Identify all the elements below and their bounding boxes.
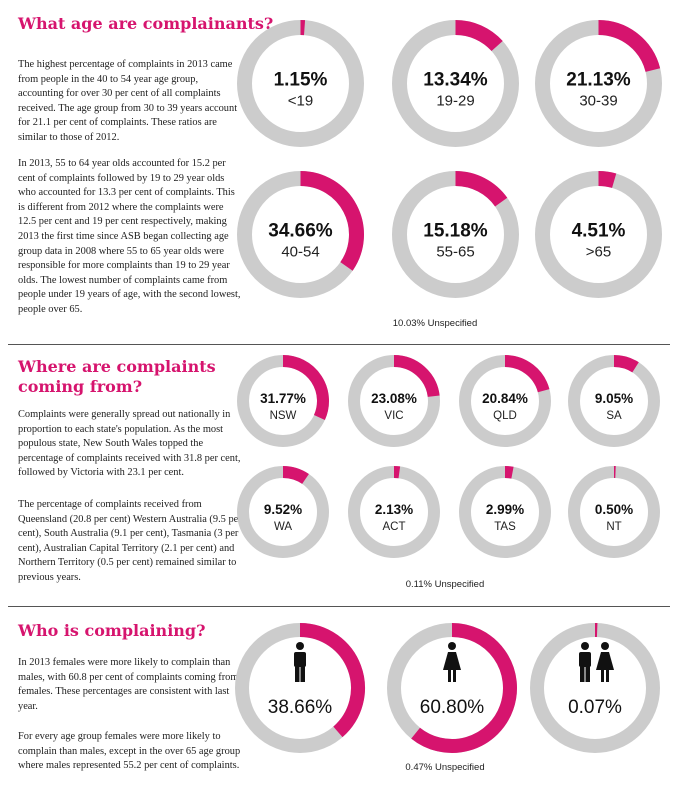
- gender-female-value-label: 60.80%: [420, 697, 485, 718]
- male-icon: [294, 642, 306, 682]
- gender-male-value-label: 38.66%: [268, 697, 333, 718]
- state-qld-category-label: QLD: [493, 410, 517, 422]
- gender-male-donut: 38.66%: [235, 623, 365, 753]
- age-4054-category-label: 40-54: [281, 243, 319, 260]
- gender-male-arc: [299, 623, 365, 738]
- state-section-title: Where are complaints coming from?: [18, 357, 216, 397]
- state-nt-value-label: 0.50%: [595, 502, 633, 517]
- state-nsw-category-label: NSW: [270, 410, 297, 422]
- age-paragraph-1: The highest percentage of complaints in …: [18, 59, 238, 143]
- age-19-category-label: <19: [287, 92, 312, 109]
- state-tas-arc: [504, 466, 514, 479]
- state-wa-donut: 9.52% WA: [237, 466, 329, 558]
- age-section-title: What age are complainants?: [18, 14, 274, 33]
- gender-paragraph-1: In 2013 females were more likely to comp…: [18, 657, 239, 712]
- age-1929-arc: [454, 19, 503, 51]
- section-divider: [8, 344, 670, 345]
- gender-section-title: Who is complaining?: [18, 621, 206, 640]
- state-qld-value-label: 20.84%: [482, 391, 528, 406]
- age-3039-donut: 21.13% 30-39: [534, 19, 662, 147]
- gender-unspecified-note: 0.47% Unspecified: [405, 762, 485, 773]
- couple-icon: [579, 642, 614, 682]
- state-wa-value-label: 9.52%: [264, 502, 302, 517]
- state-nt-category-label: NT: [606, 521, 621, 533]
- state-qld-donut: 20.84% QLD: [459, 355, 551, 447]
- age-4054-donut: 34.66% 40-54: [236, 170, 364, 298]
- state-act-value-label: 2.13%: [375, 502, 413, 517]
- age-65-arc: [597, 170, 616, 188]
- age-4054-arc: [299, 170, 364, 271]
- age-1929-donut: 13.34% 19-29: [391, 19, 519, 147]
- state-sa-donut: 9.05% SA: [568, 355, 660, 447]
- state-paragraph-2: The percentage of complaints received fr…: [18, 499, 242, 583]
- age-1929-value-label: 13.34%: [423, 69, 488, 90]
- gender-male-female-value-label: 0.07%: [568, 697, 622, 718]
- state-nt-donut: 0.50% NT: [568, 466, 660, 558]
- age-5565-arc: [454, 170, 507, 207]
- gender-female-donut: 60.80%: [387, 623, 517, 753]
- state-qld-arc: [504, 355, 550, 393]
- state-wa-arc: [282, 466, 309, 485]
- age-65-value-label: 4.51%: [571, 220, 625, 241]
- age-3039-category-label: 30-39: [579, 92, 617, 109]
- age-5565-donut: 15.18% 55-65: [391, 170, 519, 298]
- state-wa-category-label: WA: [274, 521, 292, 533]
- female-icon: [443, 642, 461, 682]
- age-65-category-label: >65: [585, 243, 610, 260]
- state-nsw-donut: 31.77% NSW: [237, 355, 329, 447]
- gender-paragraph-2: For every age group females were more li…: [18, 731, 241, 772]
- age-paragraph-2: In 2013, 55 to 64 year olds accounted fo…: [18, 158, 241, 315]
- state-tas-donut: 2.99% TAS: [459, 466, 551, 558]
- age-19-donut: 1.15% <19: [236, 19, 364, 147]
- section-divider: [8, 606, 670, 607]
- state-sa-value-label: 9.05%: [595, 391, 633, 406]
- state-sa-arc: [613, 355, 639, 373]
- state-vic-category-label: VIC: [384, 410, 403, 422]
- gender-female-arc: [411, 623, 517, 753]
- state-tas-category-label: TAS: [494, 521, 516, 533]
- age-5565-value-label: 15.18%: [423, 220, 488, 241]
- age-unspecified-note: 10.03% Unspecified: [392, 318, 478, 329]
- state-section-title-line-1: Where are complaints: [18, 357, 216, 376]
- state-sa-category-label: SA: [606, 410, 622, 422]
- state-paragraph-1: Complaints were generally spread out nat…: [18, 409, 241, 479]
- state-act-donut: 2.13% ACT: [348, 466, 440, 558]
- age-3039-value-label: 21.13%: [566, 69, 631, 90]
- gender-male-female-track: [530, 623, 660, 753]
- state-nsw-value-label: 31.77%: [260, 391, 306, 406]
- age-5565-category-label: 55-65: [436, 243, 474, 260]
- state-unspecified-note: 0.11% Unspecified: [405, 579, 485, 590]
- age-4054-value-label: 34.66%: [268, 220, 333, 241]
- state-vic-value-label: 23.08%: [371, 391, 417, 406]
- state-nsw-arc: [282, 355, 329, 420]
- state-act-category-label: ACT: [383, 521, 406, 533]
- age-1929-category-label: 19-29: [436, 92, 474, 109]
- age-65-donut: 4.51% >65: [534, 170, 662, 298]
- state-vic-donut: 23.08% VIC: [348, 355, 440, 447]
- age-19-value-label: 1.15%: [273, 69, 327, 90]
- state-tas-value-label: 2.99%: [486, 502, 524, 517]
- age-3039-arc: [597, 19, 660, 72]
- state-vic-arc: [393, 355, 440, 398]
- gender-male-female-donut: 0.07%: [530, 623, 660, 753]
- state-section-title-line-2: coming from?: [18, 377, 143, 396]
